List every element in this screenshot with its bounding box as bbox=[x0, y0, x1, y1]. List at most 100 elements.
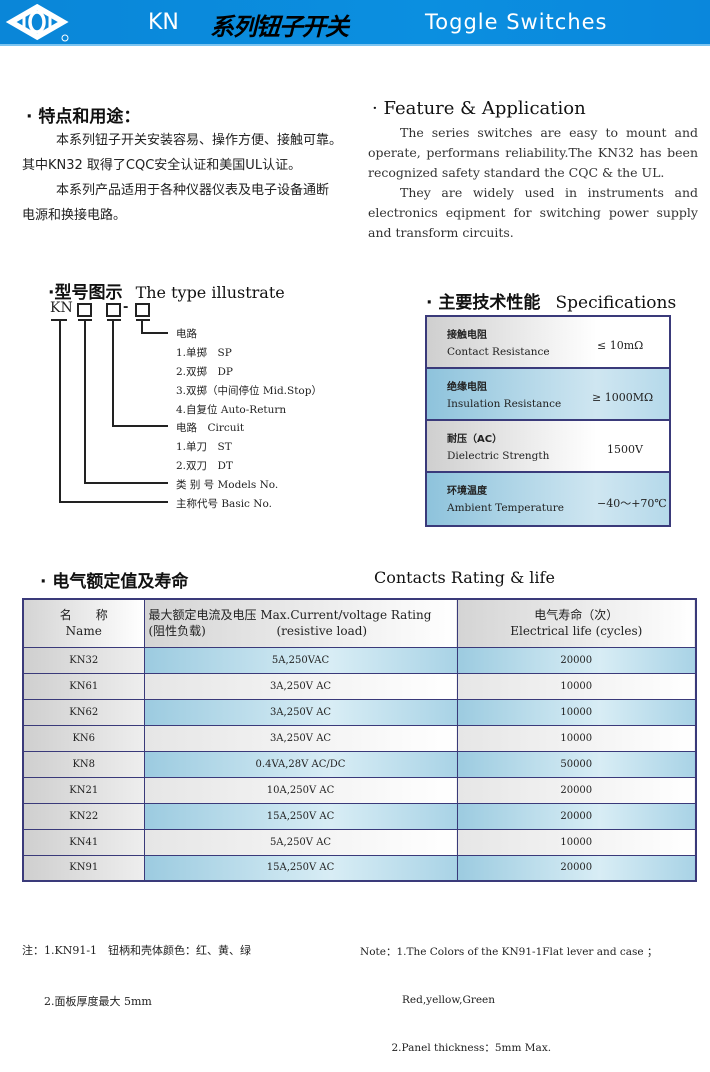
ratings-title-en: Contacts Rating & life bbox=[374, 568, 555, 587]
spec-label-cn: 耐压（AC） bbox=[447, 434, 503, 445]
ratings-header-row: 名 称 Name 最大额定电流及电压 Max.Current/voltage Ra… bbox=[22, 598, 697, 648]
cell-name: KN41 bbox=[22, 828, 145, 856]
note-line: 2.面板厚度最大 5mm bbox=[22, 995, 152, 1008]
cell-rating: 15A,250V AC bbox=[143, 854, 458, 882]
feature-title-en: · Feature & Application bbox=[372, 98, 586, 119]
spec-row: 接触电阻 Contact Resistance ≤ 10mΩ bbox=[427, 317, 669, 369]
brand-logo-icon bbox=[5, 4, 69, 42]
table-row: KN91 15A,250V AC 20000 bbox=[22, 854, 697, 882]
spec-value: ≥ 1000MΩ bbox=[592, 391, 654, 404]
spec-label-en: Dielectric Strength bbox=[447, 450, 550, 462]
specs-title-en: Specifications bbox=[555, 293, 677, 313]
cell-life: 10000 bbox=[456, 828, 697, 856]
header-title-cn: 系列钮子开关 bbox=[210, 13, 349, 41]
cell-life: 20000 bbox=[456, 854, 697, 882]
ratings-title-cn: · 电气额定值及寿命 bbox=[40, 572, 189, 592]
cell-name: KN61 bbox=[22, 672, 145, 700]
spec-label-cn: 环境温度 bbox=[447, 486, 487, 497]
cell-rating: 5A,250V AC bbox=[143, 828, 458, 856]
spec-label-en: Ambient Temperature bbox=[447, 502, 564, 514]
cell-rating: 10A,250V AC bbox=[143, 776, 458, 804]
type-line: 1.单掷 SP bbox=[176, 346, 232, 359]
header-life-en: Electrical life (cycles) bbox=[510, 624, 643, 639]
cell-name: KN6 bbox=[22, 724, 145, 752]
spec-label-en: Contact Resistance bbox=[447, 346, 550, 358]
header-rating: 最大额定电流及电压 Max.Current/voltage Rating (阻性… bbox=[143, 598, 458, 648]
note-line: 注：1.KN91-1 钮柄和壳体颜色：红、黄、绿 bbox=[22, 944, 252, 957]
header-life-cn: 电气寿命（次） bbox=[534, 608, 619, 623]
type-box-circuit bbox=[106, 303, 121, 317]
specs-table: 接触电阻 Contact Resistance ≤ 10mΩ 绝缘电阻 Insulat… bbox=[425, 315, 671, 527]
type-line: 电路 bbox=[176, 328, 197, 340]
table-row: KN21 10A,250V AC 20000 bbox=[22, 776, 697, 804]
type-dash: - bbox=[123, 300, 129, 315]
cell-rating: 3A,250V AC bbox=[143, 672, 458, 700]
table-row: KN8 0.4VA,28V AC/DC 50000 bbox=[22, 750, 697, 778]
header-rating-cn2: (阻性负载) bbox=[148, 624, 206, 639]
cell-rating: 0.4VA,28V AC/DC bbox=[143, 750, 458, 778]
note-line: Note：1.The Colors of the KN91-1Flat leve… bbox=[360, 946, 658, 958]
type-prefix: KN bbox=[50, 300, 73, 316]
feature-text-en: The series switches are easy to mount an… bbox=[368, 123, 698, 243]
spec-value: −40～+70℃ bbox=[597, 497, 667, 510]
header-rating-en: Max.Current/voltage Rating bbox=[260, 608, 432, 623]
type-line: 3.双掷（中间停位 Mid.Stop） bbox=[176, 384, 322, 397]
feature-line: 本系列钮子开关安装容易、操作方便、接触可靠。 bbox=[56, 133, 343, 148]
cell-life: 50000 bbox=[456, 750, 697, 778]
cell-rating: 5A,250VAC bbox=[143, 646, 458, 674]
type-line: 2.双刀 DT bbox=[176, 460, 233, 473]
cell-life: 10000 bbox=[456, 672, 697, 700]
spec-value: ≤ 10mΩ bbox=[597, 339, 644, 352]
spec-row: 绝缘电阻 Insulation Resistance ≥ 1000MΩ bbox=[427, 369, 669, 421]
header-name-en: Name bbox=[65, 624, 102, 639]
header-title-en: Toggle Switches bbox=[425, 10, 608, 34]
cell-rating: 15A,250V AC bbox=[143, 802, 458, 830]
type-legend: 电路 1.单掷 SP 2.双掷 DP 3.双掷（中间停位 Mid.Stop） 4… bbox=[176, 326, 322, 515]
table-row: KN6 3A,250V AC 10000 bbox=[22, 724, 697, 752]
cell-name: KN62 bbox=[22, 698, 145, 726]
feature-line: 其中KN32 取得了CQC安全认证和美国UL认证。 bbox=[22, 158, 302, 173]
header-rating-en2: (resistive load) bbox=[276, 624, 368, 639]
spec-label-en: Insulation Resistance bbox=[447, 398, 562, 410]
type-line: 主称代号 Basic No. bbox=[176, 498, 272, 511]
spec-value: 1500V bbox=[607, 443, 643, 456]
cell-name: KN21 bbox=[22, 776, 145, 804]
type-title-en: The type illustrate bbox=[135, 283, 285, 302]
cell-life: 20000 bbox=[456, 802, 697, 830]
header-series: KN bbox=[148, 10, 179, 35]
feature-line: 本系列产品适用于各种仪器仪表及电子设备通断 bbox=[56, 183, 330, 198]
specs-title-cn: · 主要技术性能 bbox=[426, 293, 541, 313]
specs-title: · 主要技术性能 Specifications bbox=[426, 288, 676, 313]
type-title: ·型号图示 The type illustrate bbox=[48, 278, 285, 303]
table-row: KN32 5A,250VAC 20000 bbox=[22, 646, 697, 674]
type-line: 4.自复位 Auto-Return bbox=[176, 403, 287, 416]
table-row: KN22 15A,250V AC 20000 bbox=[22, 802, 697, 830]
ratings-table: 名 称 Name 最大额定电流及电压 Max.Current/voltage Ra… bbox=[22, 598, 697, 882]
cell-name: KN22 bbox=[22, 802, 145, 830]
spec-row: 环境温度 Ambient Temperature −40～+70℃ bbox=[427, 473, 669, 525]
type-title-cn: ·型号图示 bbox=[48, 283, 123, 303]
cell-life: 10000 bbox=[456, 698, 697, 726]
cell-name: KN91 bbox=[22, 854, 145, 882]
type-line: 电路 Circuit bbox=[176, 422, 245, 435]
header-bar: KN 系列钮子开关 Toggle Switches bbox=[0, 0, 710, 46]
header-life: 电气寿命（次） Electrical life (cycles) bbox=[456, 598, 697, 648]
feature-title-cn: · 特点和用途： bbox=[26, 107, 141, 127]
feature-paragraph: They are widely used in instruments and … bbox=[368, 185, 698, 240]
note-line: 2.Panel thickness：5mm Max. bbox=[360, 1042, 552, 1054]
cell-rating: 3A,250V AC bbox=[143, 724, 458, 752]
note-line: Red,yellow,Green bbox=[360, 994, 496, 1006]
cell-life: 20000 bbox=[456, 776, 697, 804]
feature-text-cn: 本系列钮子开关安装容易、操作方便、接触可靠。 其中KN32 取得了CQC安全认证… bbox=[22, 128, 342, 228]
type-box-models bbox=[77, 303, 92, 317]
cell-rating: 3A,250V AC bbox=[143, 698, 458, 726]
table-row: KN62 3A,250V AC 10000 bbox=[22, 698, 697, 726]
spec-label-cn: 接触电阻 bbox=[447, 330, 487, 341]
notes-cn: 注：1.KN91-1 钮柄和壳体颜色：红、黄、绿 2.面板厚度最大 5mm bbox=[22, 908, 251, 1027]
type-line: 2.双掷 DP bbox=[176, 365, 234, 378]
table-row: KN41 5A,250V AC 10000 bbox=[22, 828, 697, 856]
cell-name: KN8 bbox=[22, 750, 145, 778]
feature-line: 电源和换接电路。 bbox=[22, 208, 127, 223]
header-name-cn: 名 称 bbox=[59, 608, 108, 623]
type-box-throw bbox=[135, 303, 150, 317]
